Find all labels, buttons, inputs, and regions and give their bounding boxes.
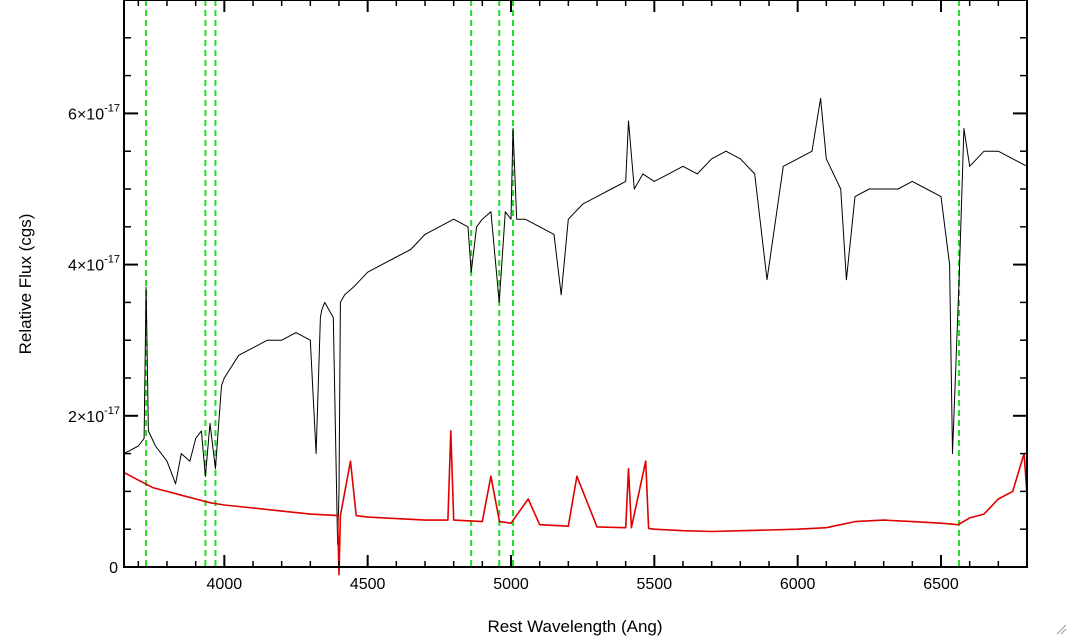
- resize-grip-icon[interactable]: [1055, 623, 1067, 635]
- emission-line-markers: [145, 0, 961, 567]
- x-axis-ticks: 4000 4500 5000 5500 6000 6500: [137, 0, 1028, 593]
- x-tick-label: 6500: [923, 576, 959, 593]
- x-tick-label: 5000: [493, 576, 529, 593]
- x-tick-label: 4500: [350, 576, 386, 593]
- series-layer: [123, 97, 1028, 576]
- y-tick-label: 2×10-17: [68, 405, 120, 426]
- y-tick-label: 0: [109, 560, 118, 577]
- x-axis-title: Rest Wavelength (Ang): [487, 617, 662, 636]
- y-tick-label: 4×10-17: [68, 254, 120, 275]
- plot-frame: [123, 0, 1028, 568]
- y-axis-title: Relative Flux (cgs): [16, 214, 35, 355]
- y-tick-label: 6×10-17: [68, 102, 120, 123]
- y-axis-ticks: 0 2×10-17 4×10-17 6×10-17: [68, 0, 1027, 577]
- error-spectrum-line: [123, 430, 1028, 576]
- x-tick-label: 5500: [637, 576, 673, 593]
- spectrum-flux-line: [123, 97, 1028, 545]
- x-tick-label: 4000: [207, 576, 243, 593]
- x-tick-label: 6000: [780, 576, 816, 593]
